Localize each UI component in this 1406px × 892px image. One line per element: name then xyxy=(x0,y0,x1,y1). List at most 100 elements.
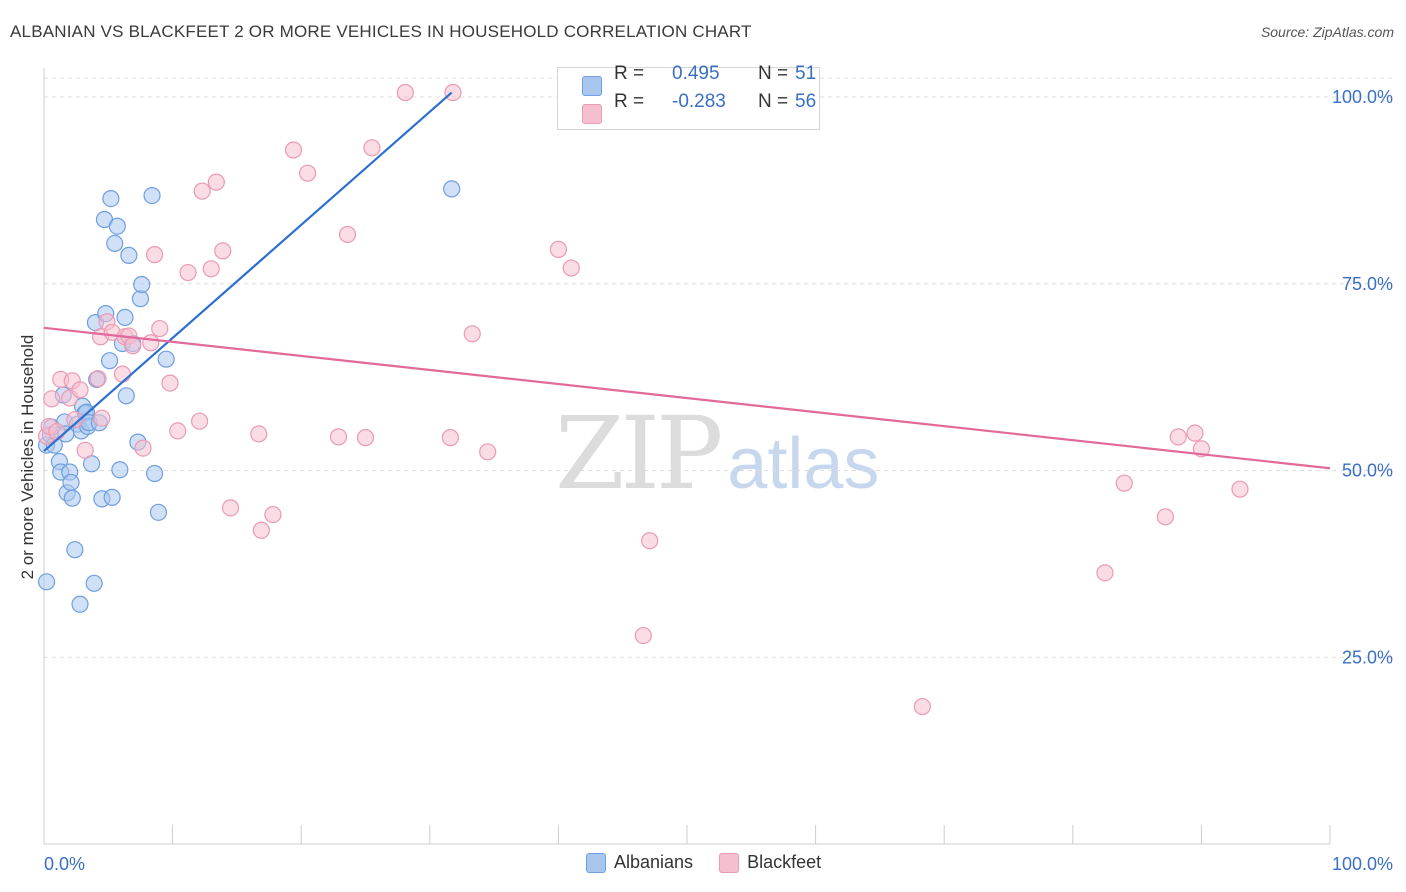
blackfeet-swatch xyxy=(582,104,602,124)
point-albanians xyxy=(85,574,103,592)
point-albanians xyxy=(117,387,135,405)
point-blackfeet xyxy=(913,697,931,716)
albanians-n-value: 51 xyxy=(795,63,817,84)
point-albanians xyxy=(149,503,168,521)
point-albanians xyxy=(443,180,461,198)
point-blackfeet xyxy=(634,626,652,645)
legend-item-blackfeet[interactable]: Blackfeet xyxy=(719,852,821,873)
blackfeet-n-value: 56 xyxy=(795,91,817,112)
blackfeet-r-value: -0.283 xyxy=(672,91,726,112)
point-blackfeet xyxy=(329,428,348,446)
axes xyxy=(43,68,1330,845)
point-blackfeet xyxy=(145,246,164,264)
point-blackfeet xyxy=(207,173,225,191)
point-blackfeet xyxy=(134,439,152,457)
trend-line-blackfeet xyxy=(43,326,1331,470)
point-blackfeet xyxy=(48,423,66,441)
legend-blackfeet-swatch xyxy=(719,852,740,873)
y-tick-label: 25.0% xyxy=(1342,647,1393,667)
point-blackfeet xyxy=(463,325,481,343)
grid xyxy=(44,77,1392,658)
point-blackfeet xyxy=(479,443,497,461)
point-blackfeet xyxy=(252,521,270,539)
point-blackfeet xyxy=(93,409,111,427)
point-albanians xyxy=(66,541,84,559)
y-tick-label: 75.0% xyxy=(1342,274,1393,294)
point-blackfeet xyxy=(1156,508,1174,526)
point-blackfeet xyxy=(299,164,317,182)
point-albanians xyxy=(103,488,121,506)
point-blackfeet xyxy=(71,381,89,399)
albanians-swatch xyxy=(582,76,602,96)
series-albanians xyxy=(37,83,595,613)
legend-albanians-swatch xyxy=(586,852,606,873)
point-albanians xyxy=(100,352,119,370)
point-blackfeet xyxy=(363,139,381,157)
legend: Albanians Blackfeet xyxy=(586,852,821,873)
point-blackfeet xyxy=(66,411,84,429)
y-tick-label: 50.0% xyxy=(1342,461,1393,481)
point-blackfeet xyxy=(264,505,282,524)
point-blackfeet xyxy=(221,499,240,517)
x-tick-label-100: 100.0% xyxy=(1332,854,1393,874)
point-blackfeet xyxy=(1115,474,1133,492)
x-ticks xyxy=(43,825,1331,844)
point-albanians xyxy=(133,275,151,294)
point-albanians xyxy=(102,189,120,208)
stats-legend: R = 0.495 N = 51 R = -0.283 N = 56 xyxy=(557,63,820,130)
trend-line-albanians xyxy=(43,91,453,452)
point-blackfeet xyxy=(1096,564,1114,582)
point-blackfeet xyxy=(444,83,462,102)
point-blackfeet xyxy=(214,242,232,260)
x-tick-label-0: 0.0% xyxy=(44,854,85,874)
point-blackfeet xyxy=(562,259,580,277)
point-blackfeet xyxy=(89,370,107,388)
trend-lines xyxy=(43,91,1331,470)
n-label: N = xyxy=(758,91,789,112)
albanians-r-value: 0.495 xyxy=(672,63,720,84)
point-albanians xyxy=(120,246,138,264)
point-blackfeet xyxy=(549,240,568,258)
point-albanians xyxy=(71,595,89,613)
point-albanians xyxy=(37,573,56,591)
point-blackfeet xyxy=(169,422,187,440)
point-albanians xyxy=(62,473,80,492)
y-axis-label: 2 or more Vehicles in Household xyxy=(18,335,37,580)
chart-title: ALBANIAN VS BLACKFEET 2 OR MORE VEHICLES… xyxy=(10,22,752,41)
point-blackfeet xyxy=(113,365,132,383)
point-albanians xyxy=(131,290,150,308)
point-blackfeet xyxy=(396,83,414,102)
legend-item-albanians[interactable]: Albanians xyxy=(586,852,693,873)
point-blackfeet xyxy=(441,429,459,447)
point-albanians xyxy=(157,350,175,368)
point-blackfeet xyxy=(338,225,357,244)
point-blackfeet xyxy=(76,441,94,459)
point-albanians xyxy=(145,464,164,483)
point-albanians xyxy=(143,187,161,205)
point-blackfeet xyxy=(250,425,268,443)
r-label: R = xyxy=(614,91,645,112)
point-albanians xyxy=(116,308,134,326)
point-albanians xyxy=(106,234,124,253)
point-blackfeet xyxy=(641,532,659,550)
n-label: N = xyxy=(758,63,789,84)
point-blackfeet xyxy=(124,337,142,355)
point-blackfeet xyxy=(179,263,197,282)
series-blackfeet xyxy=(37,83,1249,716)
r-label: R = xyxy=(614,63,645,84)
point-blackfeet xyxy=(202,260,220,278)
y-tick-label: 100.0% xyxy=(1332,87,1393,107)
source-credit: Source: ZipAtlas.com xyxy=(1260,24,1394,40)
point-albanians xyxy=(108,217,126,235)
y-tick-labels: 25.0% 50.0% 75.0% 100.0% xyxy=(1332,87,1393,667)
point-blackfeet xyxy=(356,429,375,447)
point-blackfeet xyxy=(151,319,169,338)
point-blackfeet xyxy=(142,334,160,352)
point-blackfeet xyxy=(161,374,179,392)
point-blackfeet xyxy=(1186,424,1204,442)
point-albanians xyxy=(63,489,81,507)
point-blackfeet xyxy=(43,390,61,408)
point-blackfeet xyxy=(193,182,211,200)
legend-blackfeet-label: Blackfeet xyxy=(747,852,822,872)
